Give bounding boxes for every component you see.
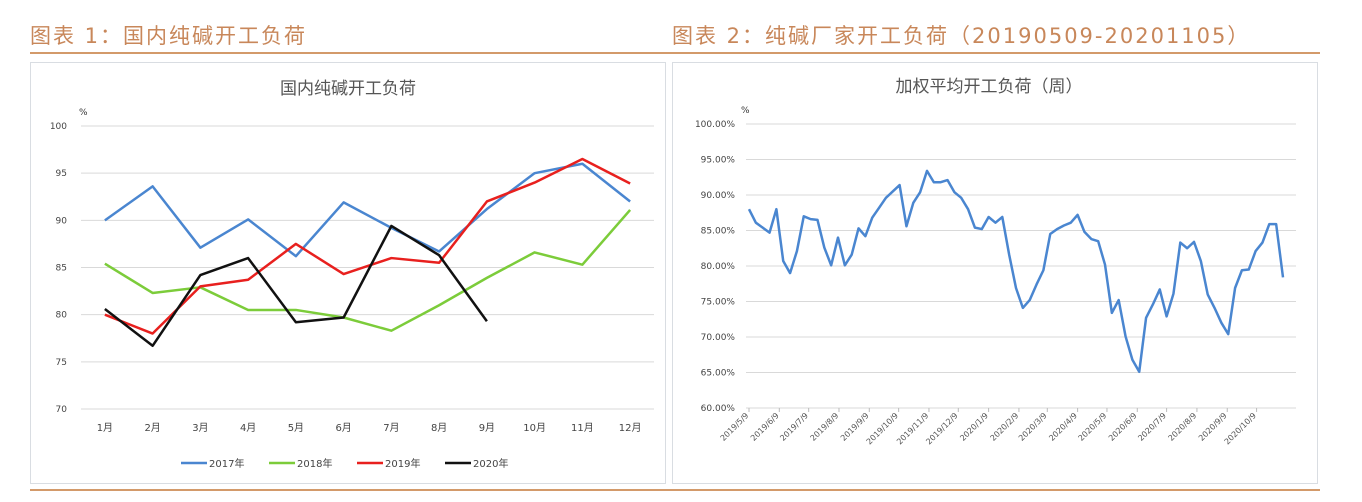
- chart-1-title: 国内纯碱开工负荷: [280, 79, 416, 99]
- x-tick-label: 2月: [144, 422, 160, 434]
- figure-2-title: 图表 2：纯碱厂家开工负荷（20190509-20201105）: [672, 24, 1251, 48]
- x-tick-label: 2020/6/9: [1107, 411, 1139, 443]
- chart-1-panel: 国内纯碱开工负荷 % 70 75 80 85 90 95 100 1月 2月 3月 4月 5月 6月 7月…: [30, 62, 666, 484]
- y-tick-label: 75: [56, 358, 67, 368]
- x-tick-label: 2020/8/9: [1167, 411, 1199, 443]
- header-divider: [30, 52, 1320, 54]
- x-tick-label: 7月: [383, 422, 399, 434]
- x-tick-label: 2020/4/9: [1047, 411, 1079, 443]
- chart-2-ylabel: %: [741, 106, 750, 116]
- chart-1: 国内纯碱开工负荷 % 70 75 80 85 90 95 100 1月 2月 3月 4月 5月 6月 7月…: [50, 79, 654, 470]
- x-tick-label: 8月: [431, 422, 447, 434]
- x-tick-label: 11月: [571, 422, 594, 434]
- y-tick-label: 80: [56, 311, 68, 321]
- y-tick-label: 70.00%: [701, 333, 736, 343]
- series-line-weighted-load: [747, 169, 1285, 374]
- x-tick-label: 2020/5/9: [1077, 411, 1109, 443]
- figure-1-title: 图表 1：国内纯碱开工负荷: [30, 24, 308, 48]
- y-tick-label: 100.00%: [695, 120, 735, 130]
- y-tick-label: 85: [56, 264, 67, 274]
- chart-2: 加权平均开工负荷（周） % 60.00% 65.00% 70.00% 75.00% 80…: [695, 77, 1296, 446]
- series-line-2020年: [104, 224, 488, 348]
- y-tick-label: 65.00%: [701, 369, 736, 379]
- x-tick-label: 2020/10/9: [1223, 411, 1258, 446]
- y-tick-label: 85.00%: [701, 227, 736, 237]
- y-tick-label: 75.00%: [701, 298, 736, 308]
- x-tick-label: 5月: [288, 422, 304, 434]
- y-tick-label: 90: [56, 216, 68, 226]
- y-tick-label: 70: [56, 405, 68, 415]
- chart-2-panel: 加权平均开工负荷（周） % 60.00% 65.00% 70.00% 75.00% 80…: [672, 62, 1318, 484]
- x-tick-label: 9月: [479, 422, 495, 434]
- footer-divider: [30, 489, 1320, 491]
- legend-label: 2018年: [297, 457, 332, 470]
- chart-2-title: 加权平均开工负荷（周）: [896, 77, 1083, 97]
- x-tick-label: 2019/8/9: [809, 411, 841, 443]
- chart-1-ylabel: %: [79, 108, 88, 118]
- x-tick-label: 2020/1/9: [958, 411, 990, 443]
- x-tick-label: 2019/6/9: [749, 411, 781, 443]
- x-tick-label: 2019/7/9: [778, 411, 810, 443]
- y-tick-label: 90.00%: [701, 191, 736, 201]
- y-tick-label: 95.00%: [701, 156, 736, 166]
- x-tick-label: 3月: [192, 422, 208, 434]
- y-tick-label: 80.00%: [701, 262, 736, 272]
- legend-label: 2017年: [209, 457, 244, 470]
- x-tick-label: 1月: [97, 422, 113, 434]
- x-tick-label: 2019/5/9: [719, 411, 751, 443]
- x-tick-label: 2020/3/9: [1017, 411, 1049, 443]
- series-line-2019年: [104, 157, 631, 335]
- y-tick-label: 60.00%: [701, 404, 736, 414]
- y-tick-label: 95: [56, 169, 67, 179]
- legend-label: 2019年: [385, 457, 420, 470]
- x-tick-label: 2020/7/9: [1136, 411, 1168, 443]
- x-tick-label: 6月: [335, 422, 351, 434]
- y-tick-label: 100: [50, 122, 67, 132]
- series-line-2017年: [104, 162, 631, 258]
- x-tick-label: 4月: [240, 422, 256, 434]
- x-tick-label: 2020/2/9: [989, 411, 1021, 443]
- x-tick-label: 12月: [619, 422, 642, 434]
- x-tick-label: 10月: [523, 422, 546, 434]
- x-tick-label: 2019/12/9: [924, 411, 959, 446]
- legend-label: 2020年: [473, 457, 508, 470]
